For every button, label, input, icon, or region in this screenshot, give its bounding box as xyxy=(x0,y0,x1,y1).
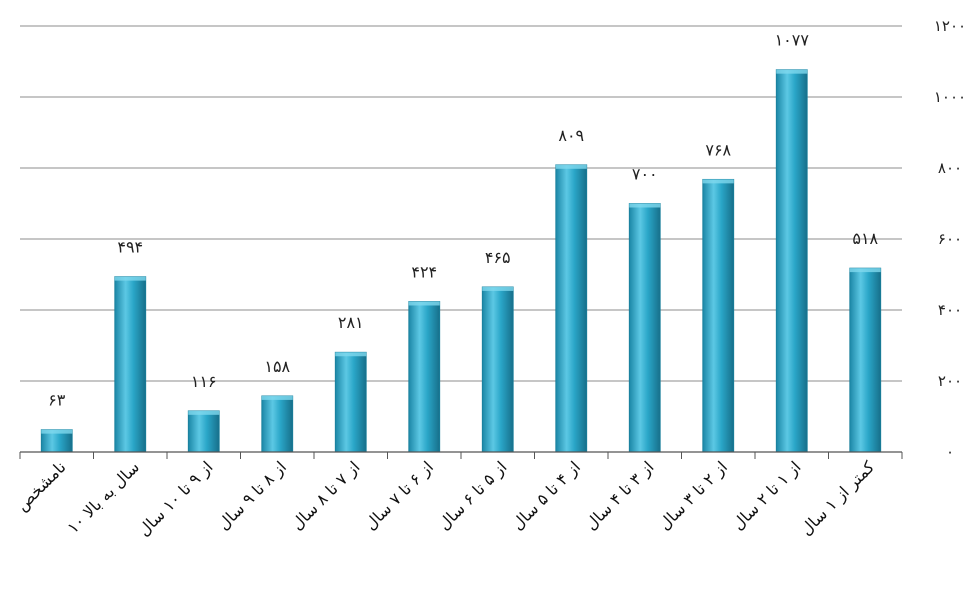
bar-cap xyxy=(849,268,881,273)
data-label: ۲۸۱ xyxy=(338,313,364,332)
data-label: ۱۵۸ xyxy=(264,357,290,376)
data-labels: ۶۳ ۴۹۴ ۱۱۶ ۱۵۸ ۲۸۱ ۴۲۴ ۴۶۵ ۸۰۹ ۷۰۰ ۷۶۸ ۱۰۷۷ ۵۱۸ xyxy=(48,31,878,410)
bar-cap xyxy=(776,69,808,74)
bar xyxy=(334,351,367,453)
bar xyxy=(408,301,441,453)
bar xyxy=(775,69,808,453)
y-tick-label: ۴۰۰ xyxy=(938,301,962,319)
category-label: از ۷ تا ۸ سال xyxy=(287,457,364,534)
bar xyxy=(114,276,147,453)
bar xyxy=(555,164,588,453)
data-label: ۴۶۵ xyxy=(485,248,511,267)
bar xyxy=(849,267,882,453)
category-label: از ۹ تا ۱۰ سال xyxy=(134,457,217,540)
bar xyxy=(481,286,514,453)
category-label: از ۱ تا ۲ سال xyxy=(728,457,805,534)
y-tick-label: ۸۰۰ xyxy=(938,159,962,177)
category-label: از ۵ تا ۶ سال xyxy=(434,457,511,534)
bar-cap xyxy=(335,352,367,357)
bar-cap xyxy=(702,179,734,184)
bar-cap xyxy=(629,203,661,208)
data-label: ۱۱۶ xyxy=(191,372,217,391)
bar-cap xyxy=(261,395,293,400)
category-label: ۱۰ سال به بالا xyxy=(63,457,143,537)
data-label: ۵۱۸ xyxy=(852,229,878,248)
data-label: ۶۳ xyxy=(48,391,66,410)
category-label: از ۳ تا ۴ سال xyxy=(581,457,658,534)
y-tick-label: ۱۰۰۰ xyxy=(934,88,966,106)
bar-cap xyxy=(408,301,440,306)
data-label: ۷۰۰ xyxy=(632,165,658,184)
category-label: از ۴ تا ۵ سال xyxy=(508,457,585,534)
data-label: ۱۰۷۷ xyxy=(775,31,810,50)
y-axis-ticks: ۰ ۲۰۰ ۴۰۰ ۶۰۰ ۸۰۰ ۱۰۰۰ ۱۲۰۰ xyxy=(934,17,966,461)
bar xyxy=(628,203,661,453)
gridlines xyxy=(20,25,902,382)
bar-cap xyxy=(114,276,146,281)
bar xyxy=(187,410,220,453)
y-tick-label: ۲۰۰ xyxy=(938,372,962,390)
bar xyxy=(261,395,294,453)
category-label: از ۶ تا ۷ سال xyxy=(361,457,438,534)
bar-cap xyxy=(188,410,220,415)
x-axis xyxy=(19,451,903,459)
data-label: ۸۰۹ xyxy=(558,126,584,145)
category-label: از ۸ تا ۹ سال xyxy=(214,457,291,534)
data-label: ۷۶۸ xyxy=(705,140,731,159)
y-tick-label: ۰ xyxy=(946,443,954,461)
y-tick-label: ۶۰۰ xyxy=(938,230,962,248)
category-label: نامشخص xyxy=(12,457,70,515)
bar-cap xyxy=(555,164,587,169)
bars xyxy=(40,69,882,453)
data-label: ۴۲۴ xyxy=(411,262,437,281)
y-tick-label: ۱۲۰۰ xyxy=(934,17,966,35)
bar xyxy=(702,178,735,453)
category-label: از ۲ تا ۳ سال xyxy=(655,457,732,534)
data-label: ۴۹۴ xyxy=(117,238,143,257)
bar-cap xyxy=(482,286,514,291)
category-label: کمتر از ۱ سال xyxy=(796,457,879,540)
bar-cap xyxy=(41,429,73,434)
